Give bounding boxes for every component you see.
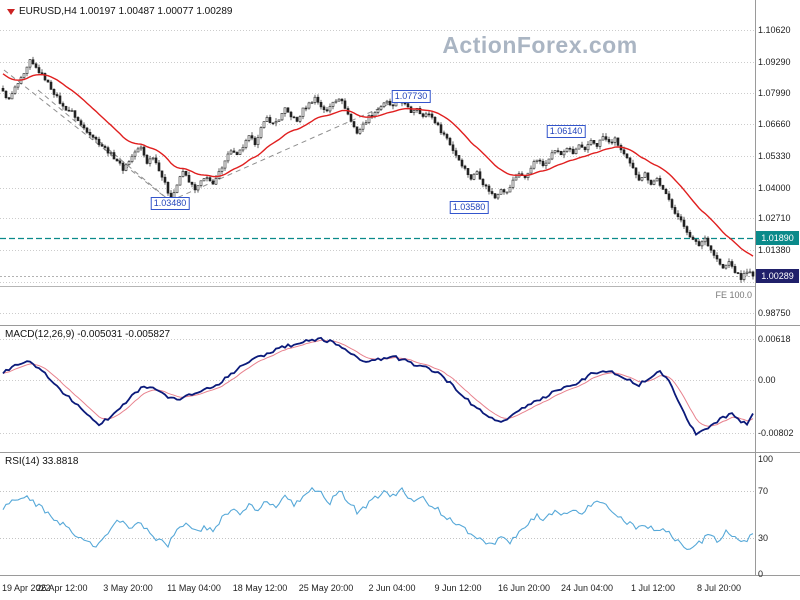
fib-extension-label: FE 100.0 — [715, 290, 752, 300]
macd-axis-label: -0.00802 — [758, 428, 794, 439]
macd-line — [2, 336, 754, 436]
rsi-axis-label: 0 — [758, 568, 764, 579]
swing-price-label: 1.03580 — [449, 201, 489, 214]
candlesticks — [1, 56, 755, 283]
symbol-icon — [7, 9, 15, 15]
date-axis-label: 24 Jun 04:00 — [560, 583, 614, 593]
swing-price-label: 1.03480 — [150, 197, 190, 210]
date-axis-label: 11 May 04:00 — [167, 583, 221, 593]
macd-panel-title: MACD(12,26,9) -0.005031 -0.005827 — [5, 329, 171, 340]
date-axis-label: 26 Apr 12:00 — [36, 583, 88, 593]
price-axis-label: 1.06660 — [758, 119, 791, 130]
price-axis-label: 1.07990 — [758, 87, 791, 98]
date-axis-label: 9 Jun 12:00 — [434, 583, 482, 593]
date-axis-label: 25 May 20:00 — [298, 583, 354, 593]
date-axis-label: 2 Jun 04:00 — [368, 583, 416, 593]
price-axis-label: 1.05330 — [758, 150, 791, 161]
moving-average-line — [2, 73, 754, 257]
rsi-panel-title: RSI(14) 33.8818 — [5, 456, 79, 467]
symbol-ohlc-header: EURUSD,H4 1.00197 1.00487 1.00077 1.0028… — [19, 6, 233, 17]
price-axis-label: 1.09290 — [758, 56, 791, 67]
support-price-tag: 1.01890 — [756, 231, 799, 245]
macd-axis-label: 0.00618 — [758, 333, 791, 344]
date-axis-label: 18 May 12:00 — [232, 583, 288, 593]
rsi-line — [2, 486, 754, 550]
date-axis-label: 16 Jun 20:00 — [497, 583, 551, 593]
last-price-tag: 1.00289 — [756, 269, 799, 283]
macd-axis-label: 0.00 — [758, 375, 776, 385]
date-axis-label: 1 Jul 12:00 — [630, 583, 676, 593]
date-axis-label: 19 Apr 2022 — [2, 583, 51, 593]
gridlines — [0, 30, 755, 539]
watermark: ActionForex.com — [442, 32, 638, 58]
date-axis-label: 8 Jul 20:00 — [696, 583, 742, 593]
rsi-axis-label: 30 — [758, 533, 769, 544]
swing-price-label: 1.07730 — [391, 90, 431, 103]
price-axis-label: 1.02710 — [758, 213, 791, 224]
price-axis-label: 0.98750 — [758, 307, 791, 318]
rsi-axis-label: 70 — [758, 486, 769, 496]
price-axis-label: 1.04000 — [758, 182, 791, 193]
price-axis-label: 1.01380 — [758, 245, 791, 255]
date-axis-label: 3 May 20:00 — [103, 583, 153, 593]
price-axis-label: 1.10620 — [758, 25, 791, 35]
trendlines — [3, 69, 399, 202]
rsi-axis-label: 100 — [758, 454, 774, 464]
swing-price-label: 1.06140 — [546, 125, 586, 138]
